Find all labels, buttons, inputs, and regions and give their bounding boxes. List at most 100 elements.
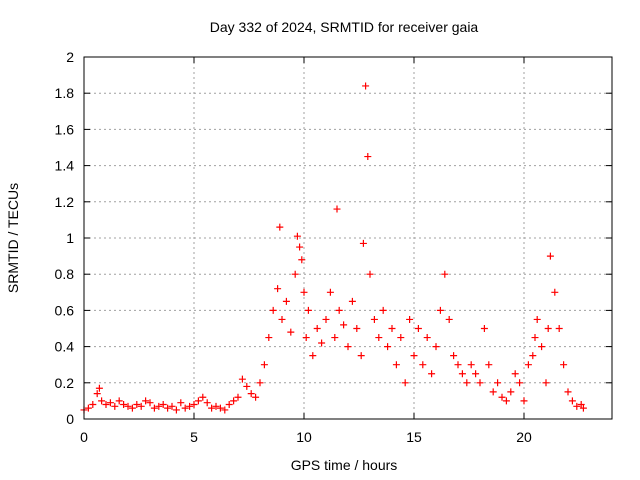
x-tick-label: 15	[406, 429, 422, 445]
y-tick-label: 2	[66, 49, 74, 65]
x-tick-label: 5	[190, 429, 198, 445]
data-point	[331, 334, 339, 342]
data-point	[485, 361, 493, 369]
data-point	[93, 390, 101, 398]
data-point	[344, 343, 352, 351]
data-point	[124, 402, 132, 410]
data-point	[502, 397, 510, 405]
data-point	[304, 306, 312, 314]
data-point	[95, 384, 103, 392]
data-point	[568, 397, 576, 405]
data-point	[357, 352, 365, 360]
data-point	[106, 399, 114, 407]
data-point	[234, 393, 242, 401]
data-point	[208, 404, 216, 412]
data-point	[302, 334, 310, 342]
data-point	[265, 334, 273, 342]
data-point	[445, 315, 453, 323]
data-point	[111, 402, 119, 410]
data-point	[190, 401, 198, 409]
data-point	[406, 315, 414, 323]
data-point	[524, 361, 532, 369]
data-point	[146, 399, 154, 407]
data-point	[362, 82, 370, 90]
data-point	[181, 404, 189, 412]
data-point	[472, 370, 480, 378]
data-point	[531, 334, 539, 342]
data-point	[194, 397, 202, 405]
data-point	[326, 288, 334, 296]
data-point	[335, 306, 343, 314]
axes: 00.20.40.60.811.21.41.61.820 5 10 15 20	[55, 49, 612, 445]
y-axis-label: SRMTID / TECUs	[5, 183, 21, 293]
data-point	[476, 379, 484, 387]
data-point	[436, 306, 444, 314]
data-point	[269, 306, 277, 314]
data-point	[463, 379, 471, 387]
data-point	[480, 325, 488, 332]
data-point	[546, 252, 554, 260]
data-point	[221, 406, 229, 414]
data-point	[370, 315, 378, 323]
data-points	[80, 82, 587, 414]
data-point	[238, 375, 246, 383]
data-point	[507, 388, 515, 396]
data-point	[274, 285, 282, 293]
data-point	[428, 370, 436, 378]
data-point	[137, 402, 145, 410]
data-point	[168, 402, 176, 410]
data-point	[560, 361, 568, 369]
data-point	[533, 315, 541, 323]
y-tick-label: 1	[66, 230, 74, 246]
data-point	[298, 256, 306, 264]
y-tick-label: 0.4	[55, 339, 75, 355]
data-point	[102, 401, 110, 409]
y-tick-label: 1.6	[55, 121, 75, 137]
data-point	[172, 406, 180, 414]
y-tick-label: 0	[66, 411, 74, 427]
data-point	[450, 352, 458, 360]
data-point	[203, 399, 211, 407]
data-point	[384, 343, 392, 351]
data-point	[318, 339, 326, 347]
chart-title: Day 332 of 2024, SRMTID for receiver gai…	[210, 19, 479, 35]
data-point	[212, 402, 220, 410]
data-point	[498, 393, 506, 401]
data-point	[340, 321, 348, 329]
data-point	[458, 370, 466, 378]
data-point	[300, 288, 308, 296]
data-point	[256, 379, 264, 387]
data-point	[511, 370, 519, 378]
data-point	[98, 397, 106, 405]
plot-frame	[83, 56, 613, 420]
data-point	[348, 297, 356, 305]
data-point	[333, 205, 341, 213]
data-point	[529, 352, 537, 360]
data-point	[84, 404, 92, 412]
data-point	[291, 270, 299, 278]
data-point	[555, 325, 563, 332]
data-point	[454, 361, 462, 369]
data-point	[150, 404, 158, 412]
data-point	[225, 401, 233, 409]
data-point	[366, 270, 374, 278]
y-tick-label: 1.2	[55, 194, 75, 210]
data-point	[397, 334, 405, 342]
data-point	[115, 397, 123, 405]
data-point	[388, 325, 396, 332]
grid-layer	[84, 57, 612, 419]
y-tick-label: 0.6	[55, 302, 75, 318]
data-point	[494, 379, 502, 387]
data-point	[155, 402, 163, 410]
data-point	[247, 390, 255, 398]
data-point	[579, 404, 587, 412]
data-point	[379, 306, 387, 314]
data-point	[520, 397, 528, 405]
data-point	[287, 328, 295, 336]
data-point	[410, 352, 418, 360]
data-point	[243, 382, 251, 390]
data-point	[359, 239, 367, 247]
x-tick-label: 10	[296, 429, 312, 445]
data-point	[133, 401, 141, 409]
